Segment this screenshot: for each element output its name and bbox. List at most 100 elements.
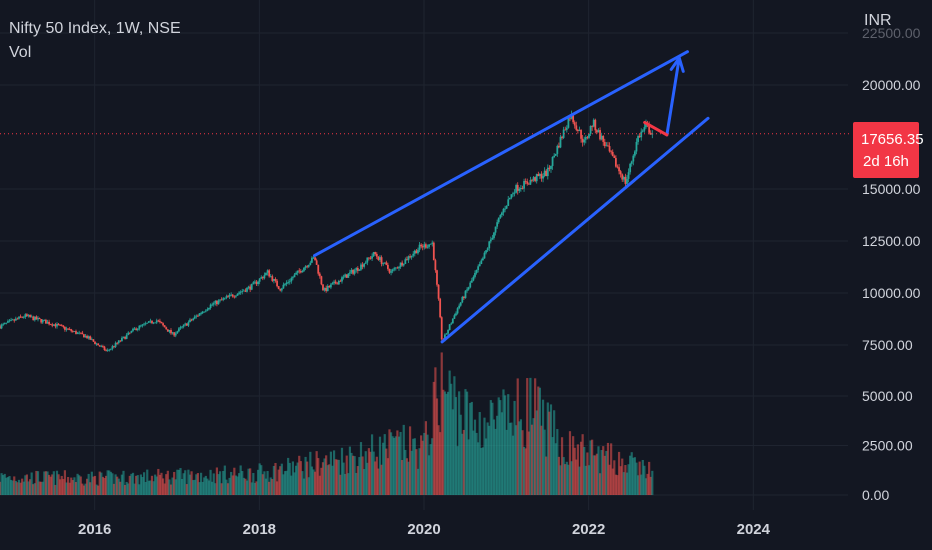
red-marker-segment[interactable] [643, 120, 669, 137]
volume-bar [521, 430, 524, 495]
volume-bar [548, 411, 551, 495]
candle-body [387, 264, 389, 269]
candle-body [60, 325, 63, 326]
upper-trendline[interactable] [313, 50, 689, 258]
volume-bar [306, 461, 309, 495]
volume-bar [351, 455, 355, 495]
volume-bar [543, 429, 546, 495]
volume-bar [500, 412, 503, 495]
candle-body [57, 323, 60, 326]
volume-bar [477, 442, 480, 495]
candle-body [121, 337, 123, 342]
candle-body [366, 257, 369, 263]
currency-label[interactable]: INR [864, 12, 892, 29]
volume-bar [522, 446, 526, 495]
candle-body [527, 183, 530, 185]
projection-arrow-head[interactable] [669, 56, 685, 73]
volume-bar [619, 466, 622, 495]
candle-body [75, 331, 77, 334]
volume-bar [530, 424, 534, 495]
candle-body [521, 188, 524, 189]
candle-body [510, 194, 513, 198]
volume-bar [348, 446, 352, 495]
volume-indicator-label[interactable]: Vol [9, 44, 32, 61]
volume-bar [154, 474, 157, 495]
candle-body [147, 321, 150, 323]
volume-bar [472, 430, 475, 495]
candle-body [73, 331, 76, 332]
volume-bar [366, 462, 369, 495]
candle-body [260, 277, 263, 279]
candle-body [505, 205, 508, 209]
volume-bar [43, 471, 46, 495]
volume-bar [608, 464, 611, 495]
candle-body [125, 334, 128, 339]
candle-body [355, 268, 358, 271]
candle-body [611, 151, 614, 157]
candle-body [135, 328, 138, 331]
candle-body [469, 282, 472, 288]
volume-bar [237, 473, 241, 495]
volume-bar [196, 473, 200, 495]
candle-body [242, 290, 245, 292]
candle-body [32, 316, 35, 321]
price-axis[interactable]: 22500.00 20000.00 15000.00 12500.00 10000.00… [862, 25, 921, 503]
candle-body [607, 145, 609, 147]
volume-bar [123, 485, 127, 495]
candle-body [356, 268, 359, 271]
volume-bar [46, 471, 49, 495]
drawings-layer[interactable] [313, 50, 710, 344]
candle-body [225, 296, 228, 298]
symbol-title[interactable]: Nifty 50 Index, 1W, NSE [9, 20, 181, 37]
volume-bar [317, 458, 320, 495]
volume-bar [62, 479, 65, 495]
volume-bar [230, 471, 233, 495]
volume-bar [473, 419, 477, 495]
volume-bar [534, 378, 537, 495]
volume-bar [239, 465, 242, 495]
volume-bar [179, 468, 182, 495]
volume-bar [611, 468, 614, 495]
volume-bar [557, 456, 560, 495]
volume-bar [526, 378, 529, 495]
candle-body [413, 250, 416, 254]
candle-body [632, 155, 635, 162]
price-tick-label: 15000.00 [862, 181, 921, 197]
candle-body [296, 270, 299, 273]
volume-bar [256, 469, 260, 495]
candle-body [29, 315, 31, 318]
candle-body [132, 328, 134, 331]
lower-trendline[interactable] [440, 116, 710, 344]
candle-body [45, 319, 47, 324]
candle-body [317, 264, 320, 274]
projection-arrow[interactable] [665, 56, 681, 137]
volume-bar [603, 455, 606, 495]
candle-body [491, 237, 494, 240]
volume-bar [537, 386, 540, 495]
volume-bar [334, 459, 337, 495]
candle-body [472, 276, 475, 281]
candle-body [122, 336, 125, 338]
volume-bar [541, 399, 545, 495]
volume-bar [492, 419, 496, 495]
candle-body [480, 260, 483, 265]
candle-body [529, 179, 532, 185]
volume-bar [283, 471, 287, 495]
candle-body [141, 324, 144, 326]
volume-bar [622, 472, 625, 495]
candle-body [165, 327, 168, 330]
volume-bar [51, 474, 54, 495]
volume-bar [19, 482, 22, 495]
candle-body [640, 131, 643, 138]
volume-tick-label: 5000.00 [862, 388, 913, 404]
volume-bar [242, 477, 245, 495]
candle-body [268, 270, 271, 277]
candle-body [269, 276, 272, 278]
volume-bar [515, 425, 518, 495]
volume-bar [532, 418, 535, 495]
time-axis[interactable]: 2016 2018 2020 2022 2024 [78, 521, 771, 538]
volume-bar [87, 473, 90, 495]
candle-body [65, 328, 68, 330]
candle-body [431, 242, 434, 244]
